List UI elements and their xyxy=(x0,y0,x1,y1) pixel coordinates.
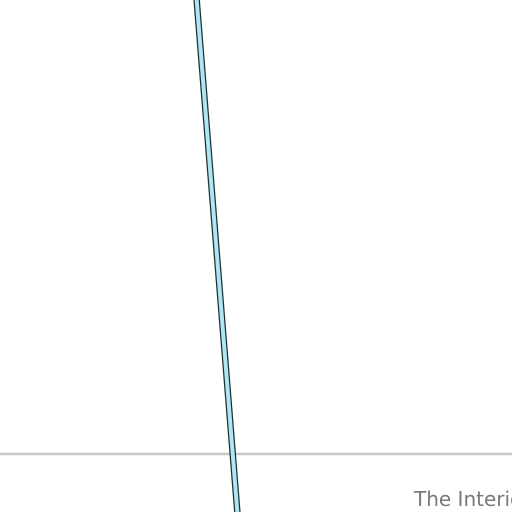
waterway xyxy=(197,0,238,512)
place-label[interactable]: The Interio xyxy=(414,486,512,512)
waterway-fill xyxy=(197,0,238,512)
